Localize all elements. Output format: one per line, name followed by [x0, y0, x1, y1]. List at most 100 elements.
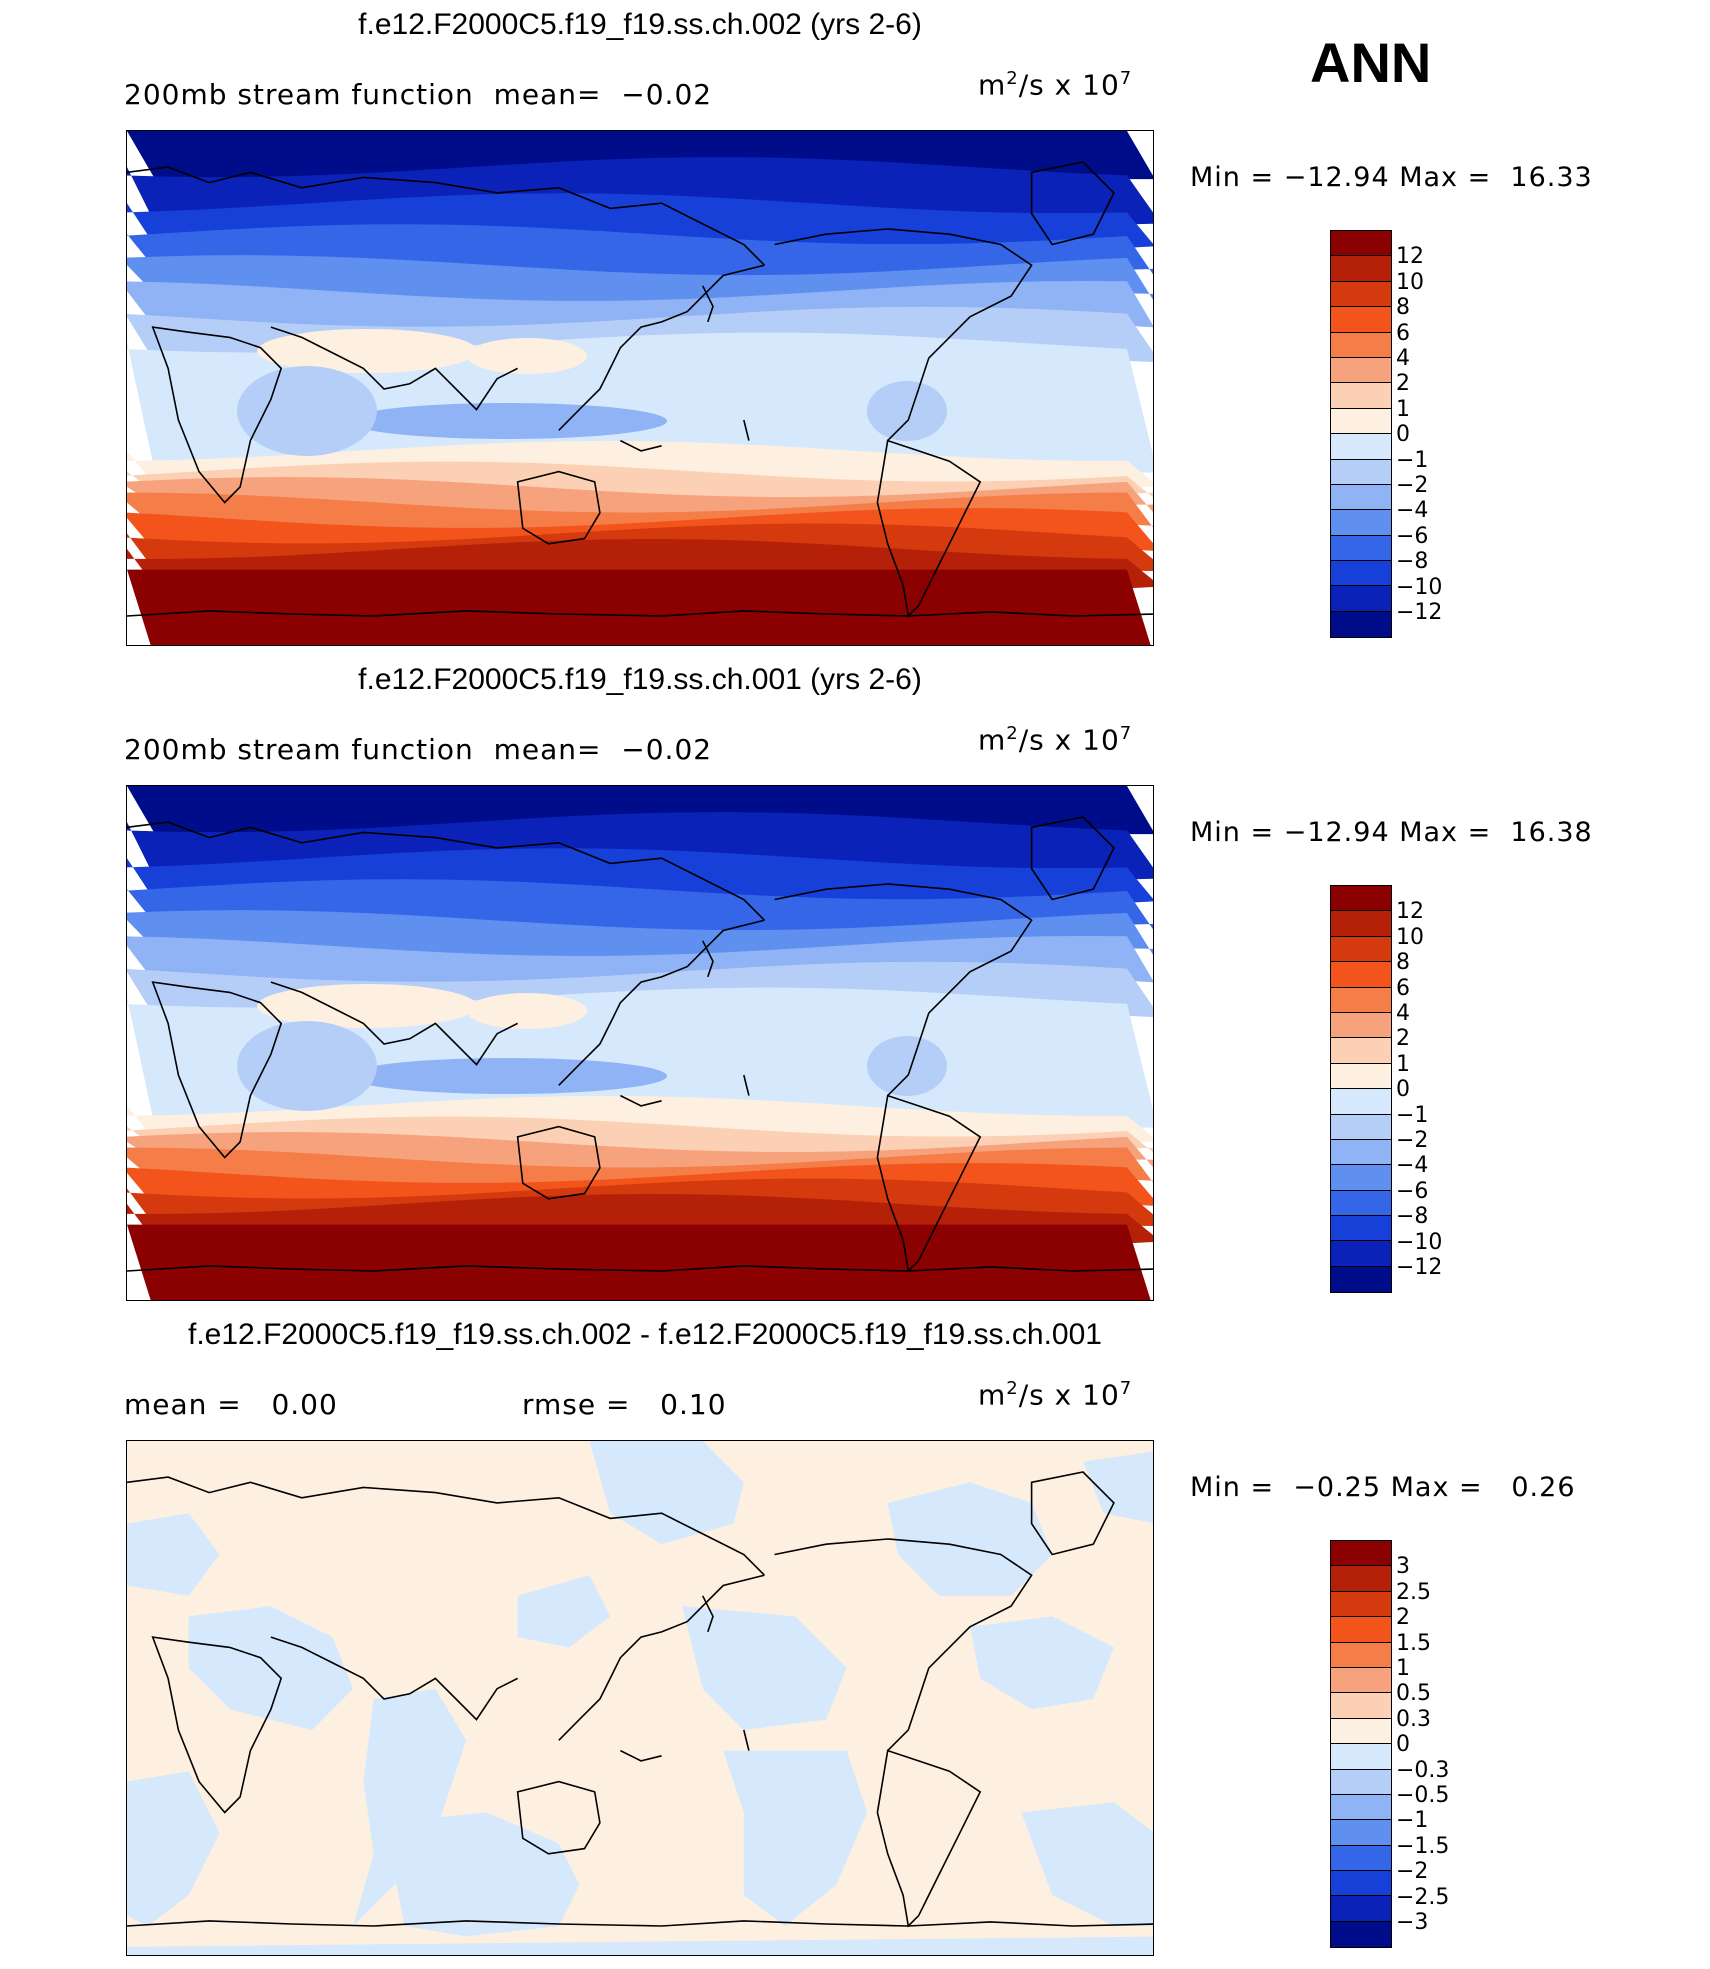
coastline: [151, 1636, 283, 1814]
colorbar-cell: [1331, 1241, 1391, 1267]
colorbar-tick-label: −2: [1396, 1128, 1429, 1153]
colorbar-cell: [1331, 886, 1391, 912]
units-exponent: 2: [1006, 1378, 1019, 1399]
coastline: [127, 1920, 1153, 1927]
colorbar-cell: [1331, 611, 1391, 638]
min-max-text: Min = −12.94 Max = 16.33: [1190, 162, 1593, 193]
map-svg: [127, 786, 1153, 1300]
colorbar-tick-label: 12: [1396, 899, 1424, 925]
contour-band: [127, 1224, 1151, 1300]
colorbar-tick-label: 6: [1396, 320, 1410, 346]
colorbar-tick-label: −10: [1396, 1229, 1443, 1255]
colorbar-tick-label: 8: [1396, 295, 1410, 321]
colorbar-cell: [1331, 1063, 1391, 1090]
colorbar-cell: [1331, 1190, 1391, 1217]
colorbar-cell: [1331, 1744, 1391, 1770]
coastline: [774, 1538, 1033, 1752]
colorbar-cell: [1331, 1038, 1391, 1064]
colorbar-cell: [1331, 1718, 1391, 1745]
colorbar-tick-label: 6: [1396, 975, 1410, 1001]
coastline: [620, 439, 662, 452]
colorbar-cell: [1331, 307, 1391, 333]
colorbar-cell: [1331, 459, 1391, 485]
contour-band: [127, 1095, 1153, 1149]
units-scale: /s x 10: [1018, 68, 1120, 102]
colorbar-tick-label: 0.3: [1396, 1706, 1431, 1732]
coastline: [558, 919, 765, 1086]
contour-band: [127, 193, 1153, 257]
colorbar-tick-label: −10: [1396, 574, 1443, 600]
coastline: [1030, 816, 1115, 901]
colorbar-cell: [1331, 1921, 1391, 1948]
colorbar-cell: [1331, 1566, 1391, 1592]
contour-blob: [353, 1688, 467, 1926]
colorbar-tick-label: 8: [1396, 950, 1410, 976]
contour-blob: [1021, 1802, 1153, 1926]
map-panel: f.e12.F2000C5.f19_f19.ss.ch.002 (yrs 2-6…: [0, 0, 1710, 650]
colorbar-cell: [1331, 1139, 1391, 1166]
coastline: [620, 1094, 662, 1107]
contour-band: [127, 935, 1153, 994]
units-base: m: [978, 723, 1007, 757]
colorbar-tick-label: −4: [1396, 1153, 1429, 1179]
colorbar-cell: [1331, 911, 1391, 937]
panel-title: f.e12.F2000C5.f19_f19.ss.ch.002 - f.e12.…: [188, 1318, 1102, 1351]
colorbar-cell: [1331, 535, 1391, 562]
units-base: m: [978, 68, 1007, 102]
coastline: [151, 326, 283, 504]
colorbar-tick-label: −0.3: [1396, 1757, 1450, 1783]
colorbar-tick-label: −2: [1396, 473, 1429, 498]
coastline: [516, 1125, 601, 1200]
contour-blob: [127, 1771, 220, 1926]
contour-blob: [467, 338, 587, 374]
coastline: [743, 1729, 750, 1751]
stats-text: mean = 0.00: [124, 1388, 338, 1421]
coastline: [151, 981, 283, 1159]
colorbar-cell: [1331, 1165, 1391, 1191]
colorbar-cell: [1331, 1769, 1391, 1795]
contour-band: [127, 440, 1153, 494]
coastline: [876, 1749, 982, 1928]
units-scale: /s x 10: [1018, 723, 1120, 757]
colorbar-cell: [1331, 510, 1391, 536]
colorbar-tick-label: −1: [1396, 447, 1429, 473]
contour-blob: [127, 1513, 220, 1596]
units-label: m2/s x 107: [978, 723, 1132, 756]
contour-blob: [682, 1606, 847, 1730]
colorbar-cell: [1331, 357, 1391, 384]
units-exponent: 2: [1006, 723, 1019, 744]
contour-blob: [347, 1058, 667, 1094]
colorbar-cell: [1331, 484, 1391, 511]
contour-blob: [867, 1036, 947, 1096]
stats-text: 200mb stream function mean= −0.02: [124, 78, 713, 111]
colorbar-tick-label: 10: [1396, 924, 1424, 950]
colorbar-cell: [1331, 962, 1391, 988]
colorbar-cell: [1331, 408, 1391, 435]
contour-blob: [257, 984, 477, 1028]
coastline: [516, 470, 601, 545]
colorbar-tick-label: 0: [1396, 422, 1410, 448]
coastline: [558, 264, 765, 431]
colorbar-tick-label: −2: [1396, 1859, 1429, 1885]
coastline: [701, 1595, 714, 1633]
colorbar-tick-label: 0: [1396, 1732, 1410, 1758]
colorbar-cell: [1331, 1820, 1391, 1846]
colorbar-tick-label: −0.5: [1396, 1783, 1450, 1808]
colorbar-tick-label: 1: [1396, 396, 1410, 422]
units-label: m2/s x 107: [978, 68, 1132, 101]
coastline: [774, 228, 1033, 442]
coastline: [558, 1574, 765, 1741]
coastline: [270, 1636, 518, 1721]
panel-title: f.e12.F2000C5.f19_f19.ss.ch.002 (yrs 2-6…: [358, 8, 922, 41]
contour-blob: [237, 366, 377, 456]
contour-band: [127, 280, 1153, 339]
map-svg: [127, 131, 1153, 645]
colorbar-cell: [1331, 1896, 1391, 1922]
coastline: [127, 1265, 1153, 1272]
colorbar-tick-label: 3: [1396, 1554, 1410, 1580]
colorbar-cell: [1331, 1591, 1391, 1618]
coastline: [774, 883, 1033, 1097]
coastline: [270, 981, 518, 1066]
contour-band: [127, 569, 1151, 645]
colorbar-tick-label: −12: [1396, 600, 1443, 625]
